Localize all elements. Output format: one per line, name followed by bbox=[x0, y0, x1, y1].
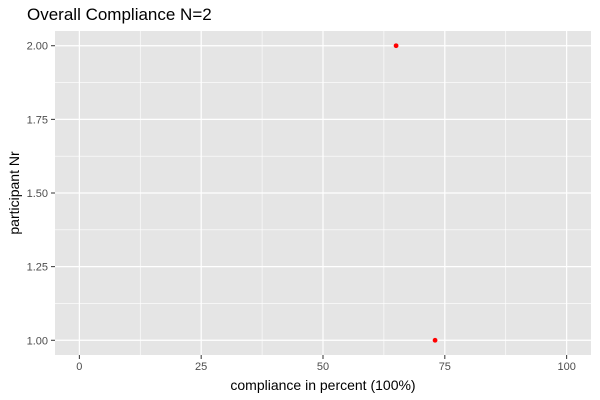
tick-labels: 0 25 50 75 100 1.00 1.25 1.50 1.75 2.00 bbox=[27, 41, 576, 373]
data-points bbox=[393, 43, 438, 343]
x-tick-label: 0 bbox=[76, 361, 82, 373]
y-tick-label: 1.00 bbox=[27, 335, 48, 347]
grid-major bbox=[55, 31, 591, 355]
x-tick-label: 50 bbox=[317, 361, 329, 373]
x-axis-title: compliance in percent (100%) bbox=[230, 377, 415, 393]
axis-ticks bbox=[51, 45, 568, 359]
x-tick-label: 25 bbox=[195, 361, 207, 373]
data-point bbox=[393, 43, 399, 49]
y-tick-label: 1.25 bbox=[27, 262, 48, 274]
y-tick-label: 1.75 bbox=[27, 114, 48, 126]
y-tick-label: 1.50 bbox=[27, 188, 48, 200]
y-tick-label: 2.00 bbox=[27, 41, 48, 53]
x-tick-label: 75 bbox=[439, 361, 451, 373]
y-axis-title: participant Nr bbox=[6, 151, 22, 235]
chart-title: Overall Compliance N=2 bbox=[27, 5, 212, 24]
x-tick-label: 100 bbox=[557, 361, 575, 373]
data-point bbox=[432, 337, 438, 343]
